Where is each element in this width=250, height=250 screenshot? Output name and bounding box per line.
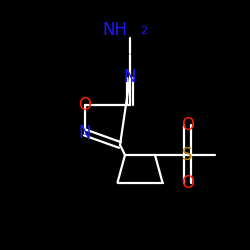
- Text: O: O: [78, 96, 92, 114]
- Text: O: O: [181, 174, 194, 192]
- Text: N: N: [79, 124, 91, 142]
- Text: NH: NH: [102, 21, 128, 39]
- Text: O: O: [181, 116, 194, 134]
- Text: N: N: [124, 68, 136, 86]
- Text: 2: 2: [140, 26, 147, 36]
- Text: S: S: [182, 146, 193, 164]
